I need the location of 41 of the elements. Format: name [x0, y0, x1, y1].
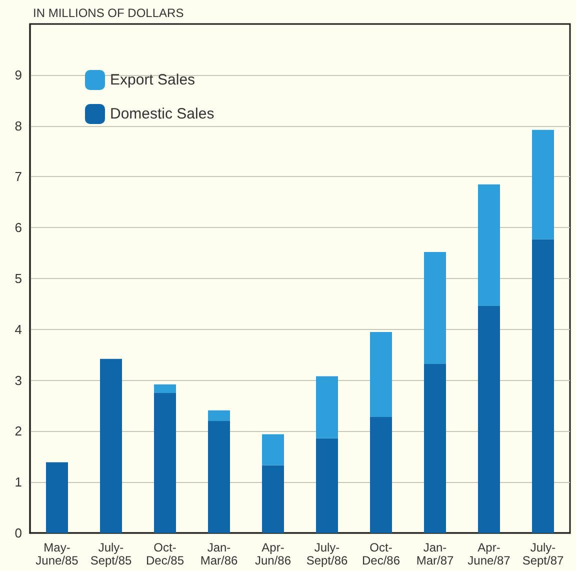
bar	[424, 364, 446, 533]
legend-label: Export Sales	[110, 72, 196, 88]
x-tick-label: Oct-Dec/86	[362, 540, 400, 568]
bar	[262, 465, 284, 533]
y-tick-label: 1	[14, 474, 22, 490]
x-tick-label: July-Sept/87	[522, 540, 564, 568]
bar	[262, 434, 284, 466]
x-tick-label: Apr-June/87	[468, 540, 511, 568]
x-tick-label: July-Sept/85	[90, 540, 132, 568]
chart-title: IN MILLIONS OF DOLLARS	[33, 6, 184, 20]
bar	[424, 252, 446, 364]
bar	[208, 421, 230, 533]
x-tick-label: May-June/85	[36, 540, 79, 568]
bar	[154, 384, 176, 394]
y-tick-label: 9	[14, 67, 22, 82]
bar	[370, 332, 392, 417]
y-tick-label: 6	[14, 220, 22, 236]
bar	[478, 184, 500, 306]
bar	[316, 376, 338, 438]
x-tick-label: Oct-Dec/85	[146, 540, 184, 568]
bar	[316, 438, 338, 533]
y-tick-label: 8	[14, 118, 22, 134]
y-tick-label: 3	[14, 372, 22, 388]
bar	[370, 416, 392, 533]
y-tick-label: 0	[14, 526, 22, 540]
legend-label: Domestic Sales	[110, 106, 214, 122]
bar	[478, 306, 500, 533]
bar	[100, 358, 122, 533]
bar	[532, 130, 554, 240]
bar	[208, 410, 230, 422]
x-tick-label: July-Sept/86	[306, 540, 348, 568]
bar	[46, 462, 68, 533]
bar	[532, 239, 554, 533]
y-tick-label: 4	[14, 322, 22, 337]
y-tick-label: 2	[14, 424, 22, 439]
y-tick-label: 7	[14, 169, 22, 184]
x-tick-label: Jan-Mar/86	[200, 540, 238, 568]
x-tick-label: Apr-Jun/86	[254, 540, 292, 568]
x-tick-label: Jan-Mar/87	[416, 540, 454, 568]
y-tick-label: 5	[14, 271, 22, 286]
bar	[154, 393, 176, 533]
